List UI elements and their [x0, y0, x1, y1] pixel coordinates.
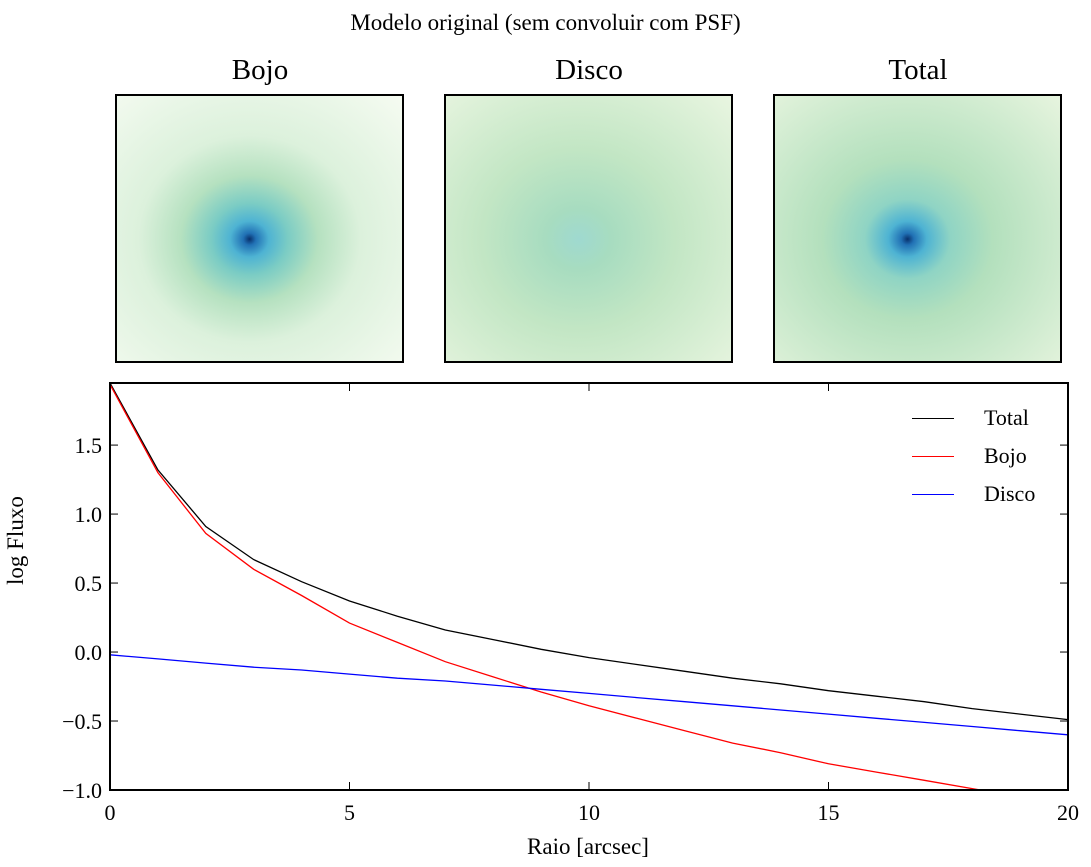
panel-title-bojo: Bojo: [231, 54, 289, 86]
panel-title-disco: Disco: [555, 54, 623, 86]
disco-image-panel: [444, 94, 733, 363]
y-tick-label: −0.5: [62, 709, 102, 734]
bojo-image-panel: [115, 94, 404, 363]
legend-label-total: Total: [984, 405, 1029, 430]
bojo-image: [117, 96, 402, 361]
y-tick-label: 0.5: [75, 571, 103, 596]
figure-title: Modelo original (sem convoluir com PSF): [350, 10, 741, 35]
legend-swatch-bojo: [912, 456, 954, 457]
disco-image: [446, 96, 731, 361]
legend-swatch-disco: [912, 494, 954, 495]
x-tick-label: 15: [818, 800, 840, 825]
y-tick-label: 0.0: [75, 640, 103, 665]
legend-swatch-total: [912, 418, 954, 419]
plot-frame: [109, 382, 1069, 791]
x-axis-label: Raio [arcsec]: [527, 834, 649, 859]
legend-label-bojo: Bojo: [984, 443, 1027, 468]
y-tick-label: 1.0: [75, 502, 103, 527]
total-image: [775, 96, 1060, 361]
panel-title-total: Total: [888, 54, 948, 86]
y-tick-label: −1.0: [62, 778, 102, 803]
series-line-disco: [110, 654, 1068, 736]
series-line-bojo: [110, 384, 985, 790]
total-image-panel: [773, 94, 1062, 363]
x-tick-label: 0: [105, 800, 116, 825]
y-tick-label: 1.5: [75, 433, 103, 458]
series-line-total: [110, 383, 1068, 721]
x-tick-label: 5: [344, 800, 355, 825]
x-tick-label: 10: [578, 800, 600, 825]
y-axis-label: log Fluxo: [3, 496, 28, 585]
x-tick-label: 20: [1057, 800, 1079, 825]
legend-label-disco: Disco: [984, 481, 1036, 506]
